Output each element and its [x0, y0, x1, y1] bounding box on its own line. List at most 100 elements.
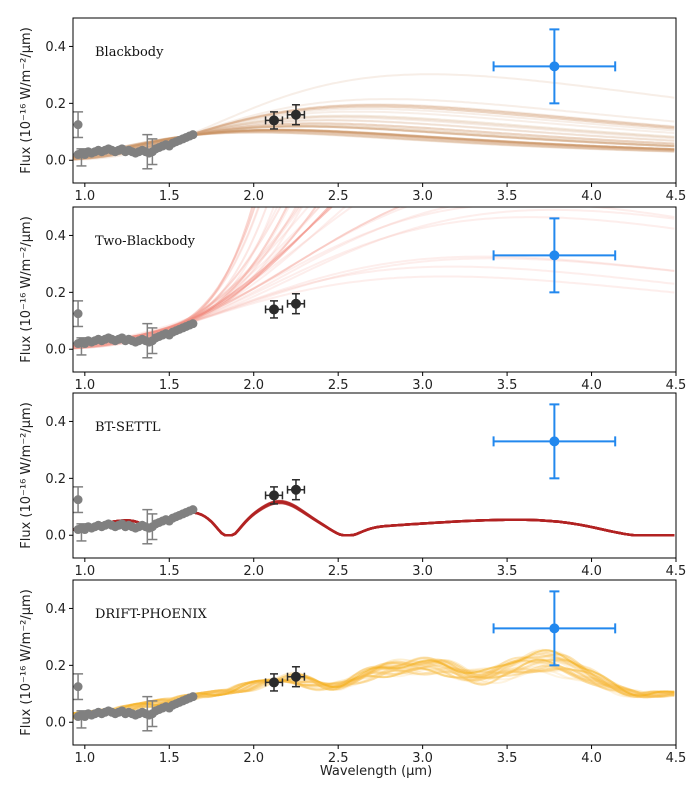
model-curve [73, 664, 675, 717]
photometry-point [290, 484, 301, 495]
x-tick-label: 3.0 [412, 751, 433, 766]
axes-frame [72, 17, 677, 184]
x-axis-label: Wavelength (μm) [320, 764, 432, 779]
x-tick-label: 4.5 [666, 189, 687, 204]
spectrum-point [188, 692, 198, 702]
y-tick-label: 0.0 [45, 529, 66, 544]
model-curve [73, 653, 675, 718]
x-tick-label: 4.0 [581, 189, 602, 204]
photometry-point [269, 304, 279, 315]
model-curve [73, 128, 675, 159]
spectrum-point [188, 130, 198, 140]
model-curve [73, 131, 675, 158]
model-curve [73, 207, 331, 348]
axes-frame [72, 392, 677, 559]
outlier-point [73, 682, 83, 692]
panels-group: 1.0 1.5 2.0 2.5 3.0 3.5 4.0 4.5 0.0 0.2 0.4 Flux (1… [19, 17, 687, 766]
model-curve [73, 130, 675, 158]
x-tick-label: 4.5 [666, 564, 687, 579]
y-tick-label: 0.4 [45, 415, 66, 430]
x-tick-label: 2.5 [328, 564, 349, 579]
y-tick-label: 0.2 [45, 472, 66, 487]
model-curve [73, 656, 675, 720]
y-tick-label: 0.0 [45, 343, 66, 358]
x-tick-label: 4.5 [666, 378, 687, 393]
x-tick-label: 2.5 [328, 378, 349, 393]
model-curve [73, 207, 317, 347]
y-tick-label: 0.4 [45, 602, 66, 617]
panel-title: DRIFT-PHOENIX [95, 607, 207, 622]
model-curve [73, 207, 300, 349]
model-curve [73, 207, 675, 347]
outlier-point [73, 495, 83, 505]
model-curve [73, 207, 354, 349]
x-tick-label: 3.0 [412, 378, 433, 393]
model-curve [73, 131, 675, 158]
y-tick-label: 0.0 [45, 716, 66, 731]
x-tick-label: 1.5 [159, 564, 180, 579]
x-tick-label: 2.5 [328, 751, 349, 766]
x-tick-label: 2.0 [243, 751, 264, 766]
model-curve [73, 207, 347, 347]
axes-frame [72, 579, 677, 746]
spectrum-point [188, 319, 198, 329]
x-tick-label: 1.0 [74, 751, 95, 766]
x-tick-label: 1.0 [74, 378, 95, 393]
model-curve [73, 207, 334, 350]
model-curve [73, 652, 675, 718]
model-curve [73, 257, 675, 348]
model-curve [73, 667, 675, 720]
model-curves [73, 648, 675, 720]
model-curve [73, 207, 409, 349]
model-curve [73, 658, 675, 718]
panel-two-blackbody: 1.0 1.5 2.0 2.5 3.0 3.5 4.0 4.5 0.0 0.2 0.4 Flux (1… [19, 206, 687, 393]
x-tick-label: 3.0 [412, 189, 433, 204]
axes-frame [72, 206, 677, 373]
model-curve [73, 207, 261, 349]
model-curve [73, 131, 675, 158]
x-tick-label: 3.5 [497, 564, 518, 579]
model-curve [73, 667, 675, 720]
photometry-point [269, 677, 279, 688]
x-tick-label: 1.5 [159, 751, 180, 766]
lband-point [549, 436, 560, 447]
model-curve [73, 207, 290, 347]
outlier-point [73, 120, 83, 130]
x-tick-label: 1.5 [159, 189, 180, 204]
model-curve [73, 129, 675, 159]
panel-blackbody: 1.0 1.5 2.0 2.5 3.0 3.5 4.0 4.5 0.0 0.2 0.4 Flux (1… [19, 17, 687, 204]
x-tick-label: 1.0 [74, 189, 95, 204]
panel-bt-settl: 1.0 1.5 2.0 2.5 3.0 3.5 4.0 4.5 0.0 0.2 0.4 Flux (1… [19, 392, 687, 579]
lband-point [549, 61, 560, 72]
x-tick-label: 2.0 [243, 564, 264, 579]
panel-drift-phoenix: 1.0 1.5 2.0 2.5 3.0 3.5 4.0 4.5 0.0 0.2 0.4 Flux (1… [19, 579, 686, 766]
outlier-point [73, 309, 83, 319]
model-curve [73, 207, 302, 349]
model-curve [73, 658, 675, 720]
panel-title: Two-Blackbody [95, 234, 196, 249]
photometry-point [290, 671, 301, 682]
model-curve [73, 207, 402, 348]
model-curve [73, 129, 675, 159]
model-curve [73, 208, 675, 348]
lband-point [549, 623, 560, 634]
panel-title: Blackbody [95, 45, 164, 60]
y-axis-label: Flux (10⁻¹⁶ W/m⁻²/μm) [19, 216, 34, 363]
model-curve [73, 130, 675, 158]
model-curve [73, 650, 675, 718]
y-tick-label: 0.4 [45, 40, 66, 55]
model-curve [73, 207, 321, 349]
model-curve [73, 131, 675, 158]
model-curve [73, 129, 675, 158]
x-tick-label: 4.0 [581, 751, 602, 766]
model-curve [73, 207, 321, 348]
x-tick-label: 2.5 [328, 189, 349, 204]
y-axis-label: Flux (10⁻¹⁶ W/m⁻²/μm) [19, 27, 34, 174]
x-tick-label: 2.0 [243, 189, 264, 204]
model-curve [73, 128, 675, 159]
x-tick-label: 3.5 [497, 751, 518, 766]
x-tick-label: 2.0 [243, 378, 264, 393]
model-curve [73, 130, 675, 158]
model-curve [73, 129, 675, 159]
